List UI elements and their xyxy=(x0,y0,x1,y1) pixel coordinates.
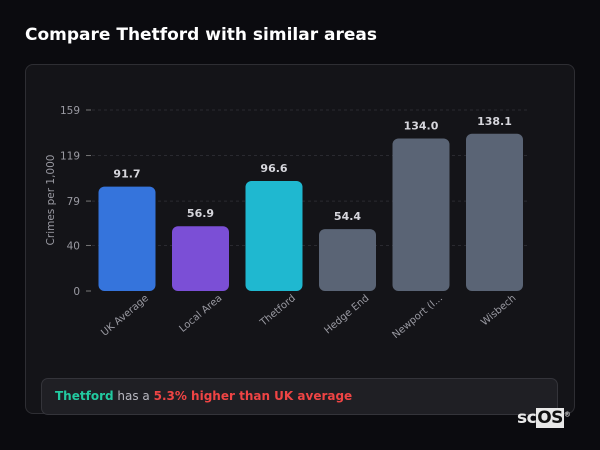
bar-value-label: 96.6 xyxy=(260,162,287,175)
bar-value-label: 56.9 xyxy=(187,207,214,220)
bar-value-label: 54.4 xyxy=(334,210,361,223)
summary-area: Thetford xyxy=(55,389,114,403)
page-title: Compare Thetford with similar areas xyxy=(25,25,377,45)
bar xyxy=(392,138,450,291)
bar xyxy=(466,133,523,291)
x-tick-label: Thetford xyxy=(258,293,298,329)
bar xyxy=(172,226,229,291)
y-tick-label: 40 xyxy=(67,240,80,252)
bar-value-label: 91.7 xyxy=(113,168,140,181)
bar xyxy=(319,229,376,291)
y-tick-label: 159 xyxy=(60,105,80,117)
x-tick-label: UK Average xyxy=(99,293,151,339)
x-tick-label: Local Area xyxy=(177,293,224,335)
scos-logo: scOS® xyxy=(517,408,571,428)
comparison-summary: Thetford has a 5.3% higher than UK avera… xyxy=(41,378,558,415)
y-tick-label: 79 xyxy=(67,196,80,208)
y-axis-label: Crimes per 1,000 xyxy=(45,155,57,246)
x-tick-label: Newport (I... xyxy=(390,293,444,341)
bar-value-label: 138.1 xyxy=(477,115,512,128)
x-tick-label: Wisbech xyxy=(479,293,518,328)
y-tick-label: 0 xyxy=(73,286,80,298)
bar xyxy=(98,186,156,291)
x-tick-label: Hedge End xyxy=(322,293,371,337)
summary-text: has a xyxy=(113,389,154,403)
bar xyxy=(245,181,303,291)
y-tick-label: 119 xyxy=(60,151,80,163)
summary-comparison: 5.3% higher than UK average xyxy=(153,389,353,403)
bar-value-label: 134.0 xyxy=(404,119,439,132)
